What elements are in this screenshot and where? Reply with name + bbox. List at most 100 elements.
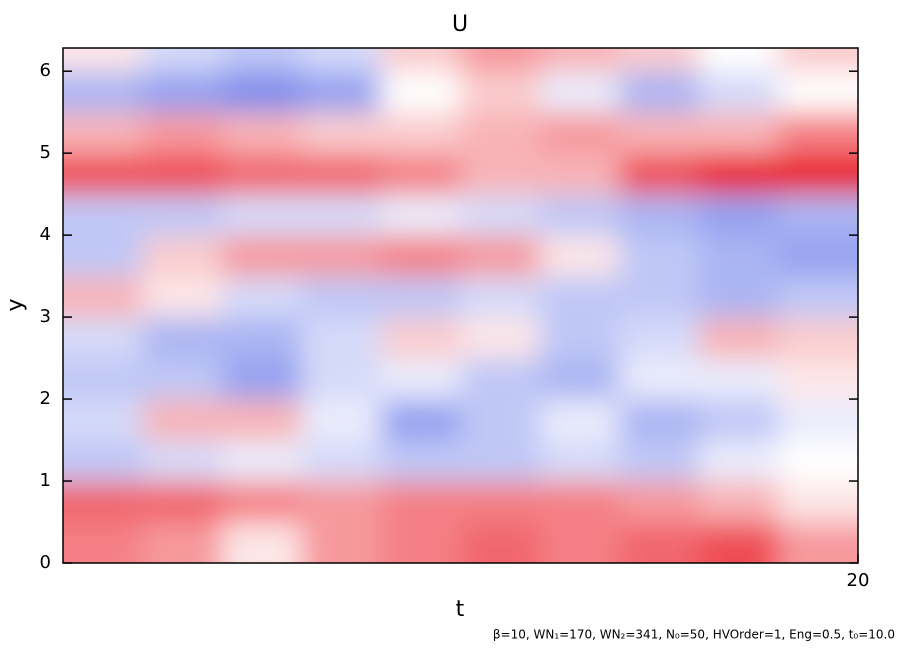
cell xyxy=(699,276,779,318)
cell xyxy=(778,522,858,563)
cell xyxy=(460,235,541,277)
cell xyxy=(540,317,620,359)
x-tick-label: 20 xyxy=(847,570,870,591)
cell xyxy=(301,317,382,359)
cell xyxy=(222,481,302,523)
y-tick-label: 5 xyxy=(40,142,51,163)
cell xyxy=(301,399,382,441)
cell xyxy=(778,71,858,113)
cell xyxy=(619,71,700,113)
cell xyxy=(222,317,302,359)
cell xyxy=(142,194,223,236)
cell xyxy=(540,358,620,400)
cell xyxy=(301,153,382,195)
cell xyxy=(63,48,143,72)
cell xyxy=(619,235,700,277)
cell xyxy=(778,48,858,72)
cell xyxy=(619,194,700,236)
y-tick-label: 6 xyxy=(40,60,51,81)
cell xyxy=(222,48,302,72)
x-axis-label: t xyxy=(456,597,465,622)
cell xyxy=(381,481,461,523)
cell xyxy=(142,153,223,195)
cell xyxy=(301,235,382,277)
cell xyxy=(619,440,700,482)
cell xyxy=(63,440,143,482)
cell xyxy=(381,71,461,113)
cell xyxy=(540,522,620,563)
cell xyxy=(699,358,779,400)
cell xyxy=(142,112,223,154)
cell xyxy=(142,358,223,400)
cell xyxy=(540,440,620,482)
cell xyxy=(460,153,541,195)
cell xyxy=(540,71,620,113)
cell xyxy=(778,194,858,236)
cell xyxy=(381,153,461,195)
cell xyxy=(460,71,541,113)
cell xyxy=(699,481,779,523)
cell xyxy=(540,235,620,277)
cell xyxy=(460,440,541,482)
cell xyxy=(381,48,461,72)
cell xyxy=(540,481,620,523)
cell xyxy=(619,112,700,154)
cell xyxy=(381,358,461,400)
cell xyxy=(460,112,541,154)
cell xyxy=(619,481,700,523)
cell xyxy=(778,276,858,318)
plot-frame xyxy=(62,47,859,564)
cell xyxy=(460,481,541,523)
cell xyxy=(699,71,779,113)
cell xyxy=(699,522,779,563)
cell xyxy=(460,522,541,563)
cell xyxy=(460,48,541,72)
cell xyxy=(381,317,461,359)
cell xyxy=(540,153,620,195)
cell xyxy=(142,399,223,441)
cell xyxy=(381,194,461,236)
cell xyxy=(460,399,541,441)
cell xyxy=(301,112,382,154)
cell xyxy=(222,194,302,236)
cell xyxy=(63,194,143,236)
cell xyxy=(301,358,382,400)
cell xyxy=(142,317,223,359)
cell xyxy=(381,440,461,482)
cell xyxy=(540,48,620,72)
cell xyxy=(381,399,461,441)
cell xyxy=(63,358,143,400)
cell xyxy=(63,317,143,359)
cell xyxy=(778,112,858,154)
y-tick-label: 4 xyxy=(40,224,51,245)
cell xyxy=(63,481,143,523)
cell xyxy=(142,440,223,482)
cell xyxy=(222,112,302,154)
cell xyxy=(63,276,143,318)
plot-area xyxy=(63,48,858,563)
cell xyxy=(699,399,779,441)
cell xyxy=(142,276,223,318)
cell xyxy=(619,48,700,72)
cell xyxy=(142,522,223,563)
cell xyxy=(778,358,858,400)
cell xyxy=(619,317,700,359)
cell xyxy=(619,399,700,441)
cell xyxy=(301,48,382,72)
cell xyxy=(142,71,223,113)
cell xyxy=(619,358,700,400)
chart-title: U xyxy=(452,12,468,37)
cell xyxy=(142,48,223,72)
cell xyxy=(222,276,302,318)
cell xyxy=(540,276,620,318)
cell xyxy=(699,317,779,359)
cell xyxy=(222,235,302,277)
cell xyxy=(619,153,700,195)
cell xyxy=(460,358,541,400)
cell xyxy=(699,153,779,195)
cell xyxy=(222,522,302,563)
cell xyxy=(63,153,143,195)
cell xyxy=(301,522,382,563)
cell xyxy=(222,358,302,400)
